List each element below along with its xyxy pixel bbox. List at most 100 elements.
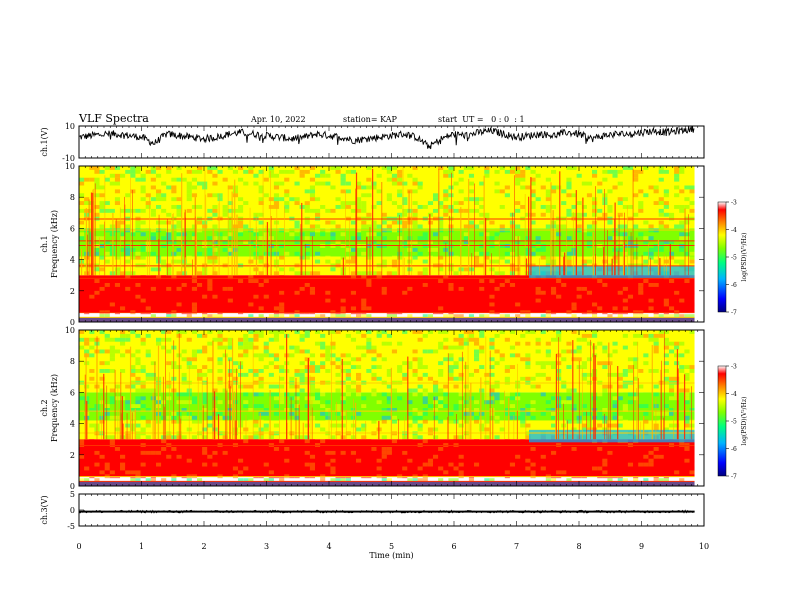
ch1-spectrogram-cell bbox=[166, 314, 172, 319]
ch1-spectrogram-cell bbox=[499, 314, 505, 319]
ch2-spectrogram-cell bbox=[145, 466, 151, 471]
ch1-spectrogram-cell bbox=[315, 236, 321, 241]
ch2-spectrogram-cell bbox=[448, 419, 454, 424]
ch2-spectrogram-cell bbox=[350, 450, 357, 455]
ch1-spectrogram-cell bbox=[566, 302, 572, 307]
ch1-spectrogram-cell bbox=[669, 212, 675, 217]
ch2-spectrogram-cell bbox=[622, 392, 628, 397]
ch2-spectrogram-cell bbox=[479, 333, 485, 338]
ch2-spectrogram-cell bbox=[238, 478, 244, 483]
ch1-spectrogram-cell bbox=[586, 290, 593, 295]
ch1-spectrogram-cell bbox=[453, 302, 459, 307]
ch1-spectrogram-cell bbox=[94, 181, 100, 186]
ch1-spectrogram-cell bbox=[438, 247, 444, 252]
ch1-spectrogram-cell bbox=[156, 236, 162, 241]
ch1-spectrogram-cell bbox=[335, 224, 341, 229]
ch1-spectrogram-cell bbox=[489, 259, 495, 264]
ch2-spectrogram-cell bbox=[499, 423, 505, 428]
ch1-spectrogram-cell bbox=[120, 286, 126, 291]
ch1-spectrogram-cell bbox=[515, 201, 521, 205]
ch2-spectrogram-cell bbox=[94, 478, 100, 483]
ch2-spectrogram-cell bbox=[597, 466, 603, 471]
ch1-spectrogram-cell bbox=[89, 286, 95, 291]
ch2-spectrogram-cell bbox=[120, 384, 126, 389]
ch2-spectrogram-cell bbox=[627, 400, 634, 405]
ch2-spectrogram-cell bbox=[653, 392, 659, 397]
ch1-spectrogram-cell bbox=[627, 197, 634, 202]
ch2-spectrogram-cell bbox=[427, 349, 434, 354]
ch1-spectrogram-cell bbox=[171, 290, 177, 295]
ch2-spectrogram-cell bbox=[417, 330, 423, 334]
ch1-spectrogram-cell bbox=[284, 290, 290, 295]
ch2-spectrogram-cell bbox=[186, 361, 192, 366]
ch2-spectrogram-cell bbox=[489, 341, 495, 346]
ch1-spectrogram-cell bbox=[304, 220, 310, 225]
ch1-spectrogram-cell bbox=[391, 166, 398, 170]
ch2-spectrogram-cell bbox=[253, 392, 259, 397]
ch2-spectrogram-cell bbox=[181, 458, 187, 463]
ch2-spectrogram-cell bbox=[135, 361, 141, 366]
ch1-spectrogram-cell bbox=[366, 314, 372, 319]
ch1-spectrogram-cell bbox=[176, 220, 182, 225]
ch2-spectrogram-cell bbox=[407, 400, 413, 405]
ch1-spectrogram-ytick-label: 4 bbox=[70, 256, 75, 265]
ch1-spectrogram-cell bbox=[448, 259, 454, 264]
ch1-spectrogram-cell bbox=[232, 247, 239, 252]
ch1-spectrogram-cell bbox=[366, 283, 372, 287]
ch2-spectrogram-cell bbox=[109, 353, 115, 358]
ch2-spectrogram-cell bbox=[648, 458, 654, 463]
ch1-spectrogram-cell bbox=[504, 251, 510, 256]
ch1-spectrogram-cell bbox=[391, 298, 398, 303]
ch1-spectrogram-cell bbox=[150, 208, 156, 213]
ch1-spectrogram-cell bbox=[617, 279, 623, 283]
ch1-spectrogram-cell bbox=[474, 177, 480, 182]
ch1-spectrogram-cell bbox=[592, 208, 598, 213]
ch1-spectrogram-cell bbox=[99, 224, 105, 229]
ch2-spectrogram-cell bbox=[279, 439, 285, 444]
ch2-spectrogram-cell bbox=[345, 439, 351, 444]
ch2-spectrogram-cell bbox=[145, 376, 151, 381]
ch2-spectrogram-cell bbox=[643, 462, 649, 467]
ch1-spectrogram-cell bbox=[171, 205, 177, 209]
ch2-spectrogram-cell bbox=[381, 349, 387, 354]
ch2-spectrogram-cell bbox=[309, 376, 316, 381]
ch1-spectrogram-cell bbox=[140, 185, 146, 190]
ch2-spectrogram-cell bbox=[253, 404, 259, 408]
start-time-label: start UT = 0 : 0 : 1 bbox=[438, 115, 525, 124]
ch2-spectrogram-cell bbox=[161, 478, 167, 483]
ch2-spectrogram-cell bbox=[212, 337, 218, 342]
ch2-spectrogram-cell bbox=[468, 478, 475, 483]
ch2-spectrogram-cell bbox=[330, 415, 336, 420]
ch1-spectrogram-cell bbox=[607, 197, 613, 202]
ch2-spectrogram-cell bbox=[217, 357, 223, 362]
ch1-spectrogram-cell bbox=[79, 193, 85, 198]
ch1-spectrogram-cell bbox=[433, 232, 439, 237]
ch1-spectrogram-cell bbox=[484, 173, 490, 178]
ch2-spectrogram-cell bbox=[340, 400, 346, 405]
ch1-spectrogram-cell bbox=[468, 259, 475, 264]
ch1-spectrogram-cell bbox=[663, 314, 669, 319]
ch2-spectrogram-cell bbox=[407, 478, 413, 483]
ch1-spectrogram-cell bbox=[638, 286, 644, 291]
ch2-spectrogram-cell bbox=[289, 439, 295, 444]
ch1-spectrogram-cell bbox=[135, 208, 141, 213]
ch1-spectrogram-cell bbox=[648, 294, 654, 299]
ch1-spectrogram-cell bbox=[212, 166, 218, 170]
ch2-spectrogram-cell bbox=[453, 408, 459, 412]
ch1-spectrogram-cell bbox=[176, 247, 182, 252]
ch1-spectrogram-cell bbox=[453, 259, 459, 264]
ch2-spectrogram-cell bbox=[99, 400, 105, 405]
ch2-spectrogram-cell bbox=[407, 466, 413, 471]
ch1-spectrogram-cell bbox=[402, 205, 408, 209]
ch1-spectrogram-cell bbox=[120, 236, 126, 241]
ch2-spectrogram-cell bbox=[294, 361, 300, 366]
ch2-spectrogram-cell bbox=[166, 357, 172, 362]
ch2-spectrogram-cell bbox=[463, 337, 469, 342]
ch2-spectrogram-cell bbox=[243, 404, 249, 408]
ch1-spectrogram-cell bbox=[232, 181, 239, 186]
ch2-spectrogram-cell bbox=[320, 404, 326, 408]
ch1-spectrogram-cell bbox=[356, 314, 362, 319]
ch1-spectrogram-cell bbox=[248, 236, 254, 241]
ch2-spectrogram-cell bbox=[535, 372, 541, 377]
ch2-spectrogram-cell bbox=[294, 345, 300, 350]
